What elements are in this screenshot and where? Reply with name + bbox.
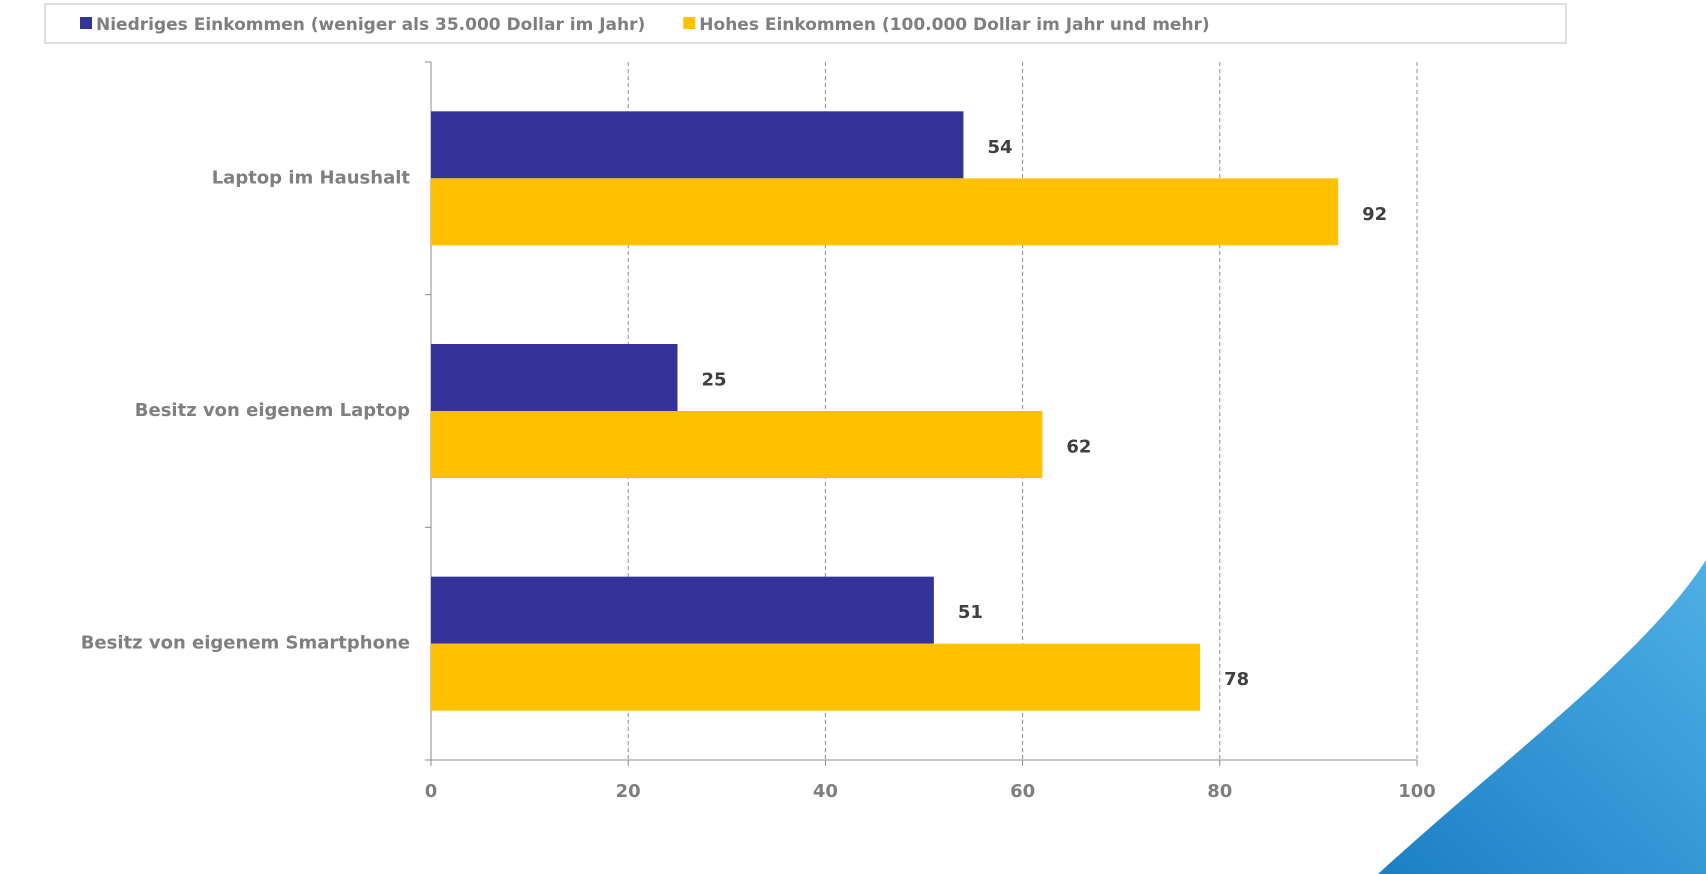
legend-swatch <box>80 17 92 29</box>
legend-label: Niedriges Einkommen (weniger als 35.000 … <box>96 15 645 35</box>
decoration-swoosh <box>1378 560 1706 874</box>
legend-label: Hohes Einkommen (100.000 Dollar im Jahr … <box>699 15 1209 35</box>
x-tick-label: 100 <box>1398 781 1436 802</box>
value-label: 25 <box>702 370 727 391</box>
value-label: 92 <box>1362 204 1387 225</box>
bar <box>431 111 964 179</box>
bar <box>431 643 1201 711</box>
legend-swatch <box>683 17 696 29</box>
legend: Niedriges Einkommen (weniger als 35.000 … <box>80 15 1210 35</box>
value-label: 54 <box>987 137 1012 158</box>
value-label: 78 <box>1224 669 1249 690</box>
x-tick-label: 20 <box>616 781 641 802</box>
value-label: 51 <box>958 602 983 623</box>
x-tick-label: 60 <box>1010 781 1035 802</box>
category-label: Besitz von eigenem Smartphone <box>81 633 410 654</box>
value-label: 62 <box>1066 437 1091 458</box>
legend-box <box>44 3 1567 44</box>
bar <box>431 178 1339 246</box>
x-tick-label: 0 <box>425 781 438 802</box>
x-axis-labels: 0 20 40 60 80 100 <box>425 781 1436 802</box>
x-tick-label: 80 <box>1207 781 1232 802</box>
bar <box>431 344 678 411</box>
x-tick-label: 40 <box>813 781 838 802</box>
bar <box>431 576 934 644</box>
category-label: Besitz von eigenem Laptop <box>135 400 410 421</box>
plot-area: Laptop im Haushalt 54 92 Besitz von eigenem… <box>81 61 1418 766</box>
bar <box>431 411 1043 478</box>
category-label: Laptop im Haushalt <box>212 167 411 188</box>
